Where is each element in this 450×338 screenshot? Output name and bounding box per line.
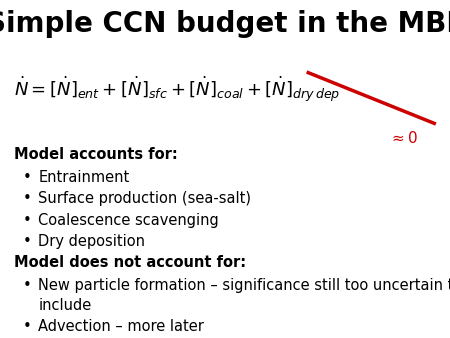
Text: •: • [22,213,31,227]
Text: Model does not account for:: Model does not account for: [14,255,246,270]
Text: Dry deposition: Dry deposition [38,234,145,249]
Text: Entrainment: Entrainment [38,170,130,185]
Text: Coalescence scavenging: Coalescence scavenging [38,213,219,227]
Text: Model accounts for:: Model accounts for: [14,147,177,162]
Text: •: • [22,170,31,185]
Text: Surface production (sea-salt): Surface production (sea-salt) [38,191,251,206]
Text: Advection – more later: Advection – more later [38,319,204,334]
Text: •: • [22,278,31,293]
Text: $\dot{N} = [\dot{N}]_{ent} + [\dot{N}]_{sfc} + [\dot{N}]_{coal} + [\dot{N}]_{dry: $\dot{N} = [\dot{N}]_{ent} + [\dot{N}]_{… [14,75,340,104]
Text: include: include [38,298,91,313]
Text: •: • [22,234,31,249]
Text: Simple CCN budget in the MBL: Simple CCN budget in the MBL [0,10,450,38]
Text: $\approx 0$: $\approx 0$ [389,130,418,146]
Text: New particle formation – significance still too uncertain to: New particle formation – significance st… [38,278,450,293]
Text: •: • [22,191,31,206]
Text: •: • [22,319,31,334]
